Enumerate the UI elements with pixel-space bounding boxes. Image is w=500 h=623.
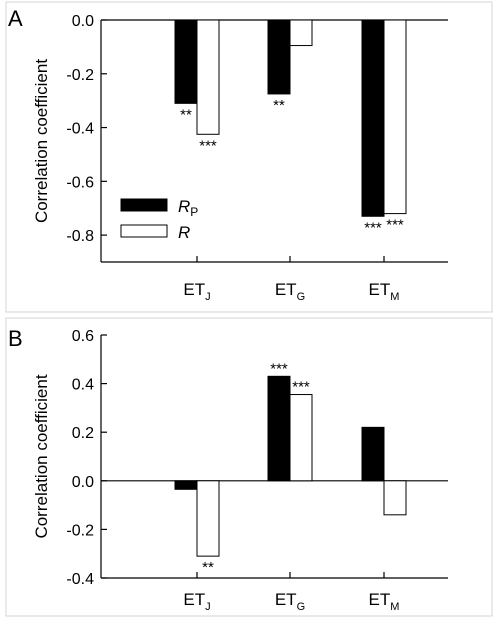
legend: RP R: [120, 197, 198, 242]
significance-label: ***: [364, 219, 382, 236]
y-tick-label: 0.4: [72, 377, 94, 394]
chart-panel-B: B 0.6 0.4 0.2 0.0 -0.2 -0.4 Correlation coeffic…: [5, 317, 493, 617]
legend-label: R: [178, 223, 190, 242]
x-tick-label: ETG: [275, 590, 305, 613]
bar: [174, 480, 198, 490]
legend-swatch: [120, 198, 168, 212]
bar: [289, 394, 313, 482]
legend-label: RP: [178, 197, 198, 219]
legend-swatch: [120, 224, 168, 238]
y-axis-label: Correlation coefficient: [32, 374, 51, 538]
bar: [196, 19, 220, 135]
bar: [361, 19, 385, 217]
bar: [267, 19, 291, 95]
bar: [383, 19, 407, 215]
x-tick-label: ETG: [275, 280, 305, 303]
x-tick-label: ETM: [369, 280, 400, 303]
y-axis-label: Correlation coefficient: [32, 59, 51, 223]
significance-label: **: [202, 559, 214, 576]
significance-label: ***: [292, 379, 310, 396]
panel-frame: [5, 1, 493, 313]
bar: [267, 375, 291, 482]
x-tick-label: ETJ: [183, 280, 210, 303]
y-tick-label: -0.2: [66, 67, 94, 84]
x-tick-label: ETM: [369, 590, 400, 613]
significance-label: ***: [199, 137, 217, 154]
chart-panel-A: A 0.0 -0.2 -0.4 -0.6 -0.8 Correlation coeffici…: [5, 1, 493, 313]
bar: [361, 426, 385, 482]
y-tick-label: -0.8: [66, 228, 94, 245]
y-tick-label: 0.0: [72, 474, 94, 491]
y-tick-label: -0.6: [66, 174, 94, 191]
panel-frame: [5, 317, 493, 617]
bar: [196, 480, 220, 557]
y-tick-label: 0.6: [72, 328, 94, 345]
bar: [383, 480, 407, 516]
y-tick-label: -0.4: [66, 121, 94, 138]
y-tick-label: 0.2: [72, 425, 94, 442]
panel-label: A: [8, 6, 23, 31]
significance-label: ***: [270, 360, 288, 377]
y-tick-label: -0.4: [66, 571, 94, 588]
bar: [289, 19, 313, 47]
significance-label: **: [180, 106, 192, 123]
y-tick-label: 0.0: [72, 13, 94, 30]
y-tick-label: -0.2: [66, 522, 94, 539]
panel-label: B: [8, 326, 23, 351]
significance-label: ***: [386, 217, 404, 234]
significance-label: **: [273, 97, 285, 114]
bar: [174, 19, 198, 104]
x-tick-label: ETJ: [183, 590, 210, 613]
